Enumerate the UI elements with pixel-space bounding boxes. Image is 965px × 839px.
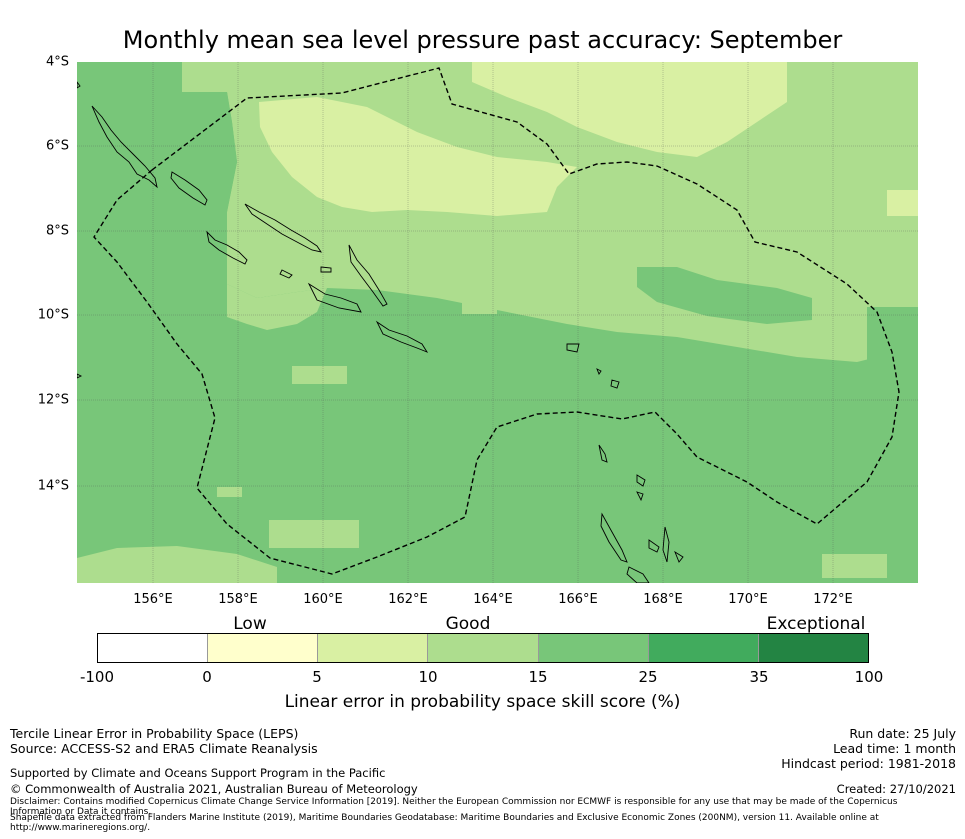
skill-region-10-15-west xyxy=(227,284,327,330)
coastlines xyxy=(77,81,684,583)
colorbar-segment xyxy=(538,634,649,662)
lead-time: Lead time: 1 month xyxy=(833,741,956,756)
lon-tick-166e: 166°E xyxy=(558,592,598,607)
colorbar-tick: 0 xyxy=(202,668,212,686)
skill-region-5-10-ne xyxy=(472,62,787,157)
lon-tick-168e: 168°E xyxy=(643,592,683,607)
lon-tick-162e: 162°E xyxy=(388,592,428,607)
skill-patch-10-15-s2 xyxy=(77,546,277,583)
colorbar-label: Linear error in probability space skill … xyxy=(284,692,681,712)
footer-source: Source: ACCESS-S2 and ERA5 Climate Reana… xyxy=(10,741,318,756)
footer-method: Tercile Linear Error in Probability Spac… xyxy=(10,726,299,741)
lat-tick-14s: 14°S xyxy=(37,478,69,494)
skill-patch-10-15-s3 xyxy=(822,554,887,578)
lon-tick-172e: 172°E xyxy=(813,592,853,607)
lat-tick-8s: 8°S xyxy=(45,223,69,239)
colorbar-segment xyxy=(208,634,319,662)
category-exceptional: Exceptional xyxy=(766,614,866,634)
skill-region-15-25-nw xyxy=(77,62,237,212)
skill-patch-10-15-s1 xyxy=(269,520,359,548)
footer-copyright: © Commonwealth of Australia 2021, Austra… xyxy=(10,782,418,796)
lat-tick-6s: 6°S xyxy=(45,138,69,154)
colorbar-tick: 35 xyxy=(749,668,769,686)
colorbar-segment xyxy=(648,634,759,662)
skill-patch-10-15-c xyxy=(462,292,497,314)
lat-tick-10s: 10°S xyxy=(37,307,69,323)
colorbar-tick: 5 xyxy=(312,668,322,686)
colorbar-tick: 10 xyxy=(418,668,438,686)
skill-map xyxy=(77,62,918,583)
lon-tick-158e: 158°E xyxy=(218,592,258,607)
colorbar-segment xyxy=(428,634,539,662)
lon-tick-156e: 156°E xyxy=(133,592,173,607)
hindcast-period: Hindcast period: 1981-2018 xyxy=(781,756,956,771)
category-low: Low xyxy=(233,614,267,634)
lon-tick-160e: 160°E xyxy=(303,592,343,607)
grid-lines xyxy=(77,62,918,583)
created-date: Created: 27/10/2021 xyxy=(836,782,956,796)
skill-region-5-10-north xyxy=(259,97,577,216)
lat-tick-4s: 4°S xyxy=(45,54,69,70)
colorbar-segment xyxy=(758,634,868,662)
lat-tick-12s: 12°S xyxy=(37,392,69,408)
map-title: Monthly mean sea level pressure past acc… xyxy=(122,26,843,54)
skill-region-15-25-east xyxy=(637,267,812,324)
colorbar-tick: 15 xyxy=(528,668,548,686)
colorbar-tick: -100 xyxy=(79,668,115,686)
skill-map-svg xyxy=(77,62,918,583)
colorbar xyxy=(97,633,869,663)
footer-disclaimer: Disclaimer: Contains modified Copernicus… xyxy=(10,797,898,817)
colorbar-tick: 100 xyxy=(854,668,884,686)
colorbar-segment xyxy=(318,634,429,662)
skill-patch-10-15-c3 xyxy=(217,487,242,497)
skill-patch-5-10-e xyxy=(887,190,918,216)
lon-tick-170e: 170°E xyxy=(728,592,768,607)
lon-tick-164e: 164°E xyxy=(473,592,513,607)
colorbar-segment xyxy=(98,634,209,662)
footer-support: Supported by Climate and Oceans Support … xyxy=(10,766,386,780)
run-date: Run date: 25 July xyxy=(849,726,956,741)
colorbar-tick: 25 xyxy=(638,668,658,686)
footer-shapefile-credit: Shapefile data extracted from Flanders M… xyxy=(10,813,879,833)
eez-boundary xyxy=(93,67,900,575)
category-good: Good xyxy=(445,614,491,634)
skill-patch-10-15-c2 xyxy=(292,366,347,384)
